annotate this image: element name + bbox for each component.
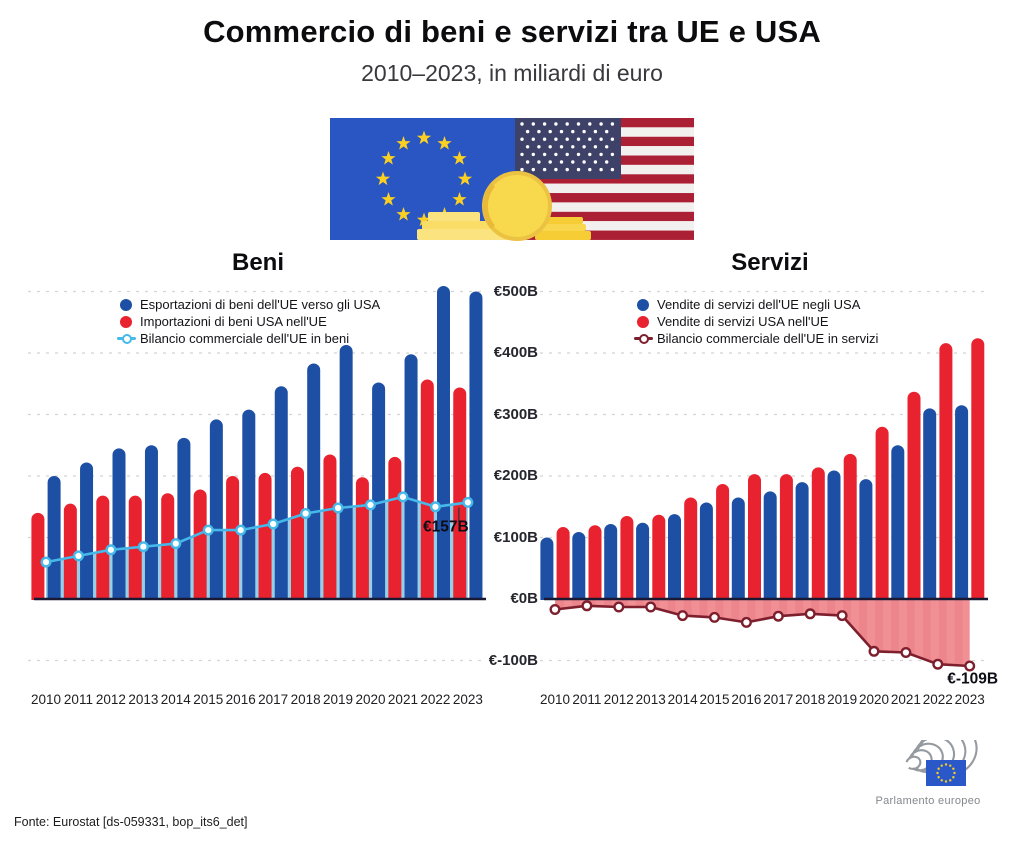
x-axis-year-label: 2023: [955, 692, 985, 707]
legend-label: Bilancio commerciale dell'UE in servizi: [657, 331, 879, 346]
legend-dot-icon: [637, 298, 649, 311]
legend-item: Vendite di servizi USA nell'UE: [633, 313, 878, 330]
x-axis-year-label: 2017: [763, 692, 793, 707]
source-note: Fonte: Eurostat [ds-059331, bop_its6_det…: [14, 815, 248, 829]
x-axis-year-label: 2021: [891, 692, 921, 707]
legend-item: Bilancio commerciale dell'UE in servizi: [633, 330, 878, 347]
x-axis-year-label: 2020: [859, 692, 889, 707]
servizi-chart: 2010 2011 2012 2013 2014 2015 2016 2017 2018 2019…: [540, 290, 998, 707]
x-axis-year-label: 2020: [355, 692, 385, 707]
x-axis-year-label: 2017: [258, 692, 288, 707]
x-axis-year-label: 2018: [795, 692, 825, 707]
legend-dot-icon: [120, 298, 132, 311]
legend-item: Esportazioni di beni dell'UE verso gli U…: [116, 296, 380, 313]
x-axis-year-label: 2012: [604, 692, 634, 707]
x-axis-year-label: 2011: [64, 692, 93, 707]
y-axis-tick-label: €500B: [493, 282, 538, 300]
x-axis-year-label: 2011: [572, 692, 601, 707]
x-axis-year-label: 2016: [731, 692, 761, 707]
x-axis-year-label: 2019: [827, 692, 857, 707]
x-axis-year-label: 2021: [388, 692, 418, 707]
x-axis-year-label: 2022: [420, 692, 450, 707]
balance-area: [555, 599, 970, 666]
balance-annotation: €157B: [423, 518, 469, 535]
ep-logo-caption: Parlamento europeo: [875, 795, 981, 807]
coins-icon: [417, 171, 591, 241]
x-axis-year-label: 2010: [31, 692, 61, 707]
x-axis-year-label: 2010: [540, 692, 570, 707]
flags-illustration: [330, 118, 694, 241]
x-axis-year-label: 2014: [668, 692, 699, 707]
legend-item: Bilancio commerciale dell'UE in beni: [116, 330, 380, 347]
y-axis-tick-label: €100B: [493, 528, 538, 546]
x-axis-year-label: 2015: [193, 692, 223, 707]
page-title: Commercio di beni e servizi tra UE e USA: [203, 14, 821, 49]
european-parliament-logo: [905, 740, 978, 786]
y-axis-tick-label: €300B: [493, 405, 538, 423]
legend-label: Vendite di servizi dell'UE negli USA: [657, 297, 861, 312]
beni-chart-title: Beni: [231, 249, 284, 276]
x-axis-year-label: 2016: [226, 692, 256, 707]
y-axis-tick-label: €200B: [493, 467, 538, 484]
page-subtitle: 2010–2023, in miliardi di euro: [361, 60, 663, 86]
y-axis-tick-label: €0B: [510, 590, 538, 607]
beni-legend: Esportazioni di beni dell'UE verso gli U…: [116, 296, 380, 347]
legend-item: Importazioni di beni USA nell'UE: [116, 313, 380, 330]
x-axis-year-label: 2022: [923, 692, 953, 707]
y-axis-tick-label: €-100B: [488, 651, 538, 669]
legend-balance-marker-icon: [116, 333, 136, 344]
legend-dot-icon: [120, 315, 132, 328]
servizi-chart-title: Servizi: [731, 249, 809, 276]
balance-annotation: €-109B: [947, 671, 998, 688]
y-axis-tick-label: €400B: [493, 344, 538, 361]
legend-balance-marker-icon: [633, 333, 653, 344]
legend-item: Vendite di servizi dell'UE negli USA: [633, 296, 878, 313]
x-axis-year-label: 2013: [636, 692, 666, 707]
beni-chart: 2010 2011 2012 2013 2014 2015 2016 2017 2018 2019…: [28, 285, 486, 707]
x-axis-year-label: 2018: [291, 692, 321, 707]
x-axis-year-label: 2019: [323, 692, 353, 707]
legend-label: Bilancio commerciale dell'UE in beni: [140, 331, 350, 346]
x-axis-year-label: 2014: [161, 692, 192, 707]
servizi-legend: Vendite di servizi dell'UE negli USA Vend…: [633, 296, 878, 347]
eu-flag: [330, 118, 519, 240]
x-axis-year-label: 2015: [699, 692, 729, 707]
legend-label: Importazioni di beni USA nell'UE: [140, 314, 327, 329]
x-axis-year-label: 2013: [128, 692, 158, 707]
x-axis-year-label: 2012: [96, 692, 126, 707]
legend-dot-icon: [637, 315, 649, 328]
legend-label: Vendite di servizi USA nell'UE: [657, 314, 829, 329]
x-axis-year-label: 2023: [453, 692, 483, 707]
us-flag: [515, 118, 694, 240]
legend-label: Esportazioni di beni dell'UE verso gli U…: [140, 297, 381, 312]
